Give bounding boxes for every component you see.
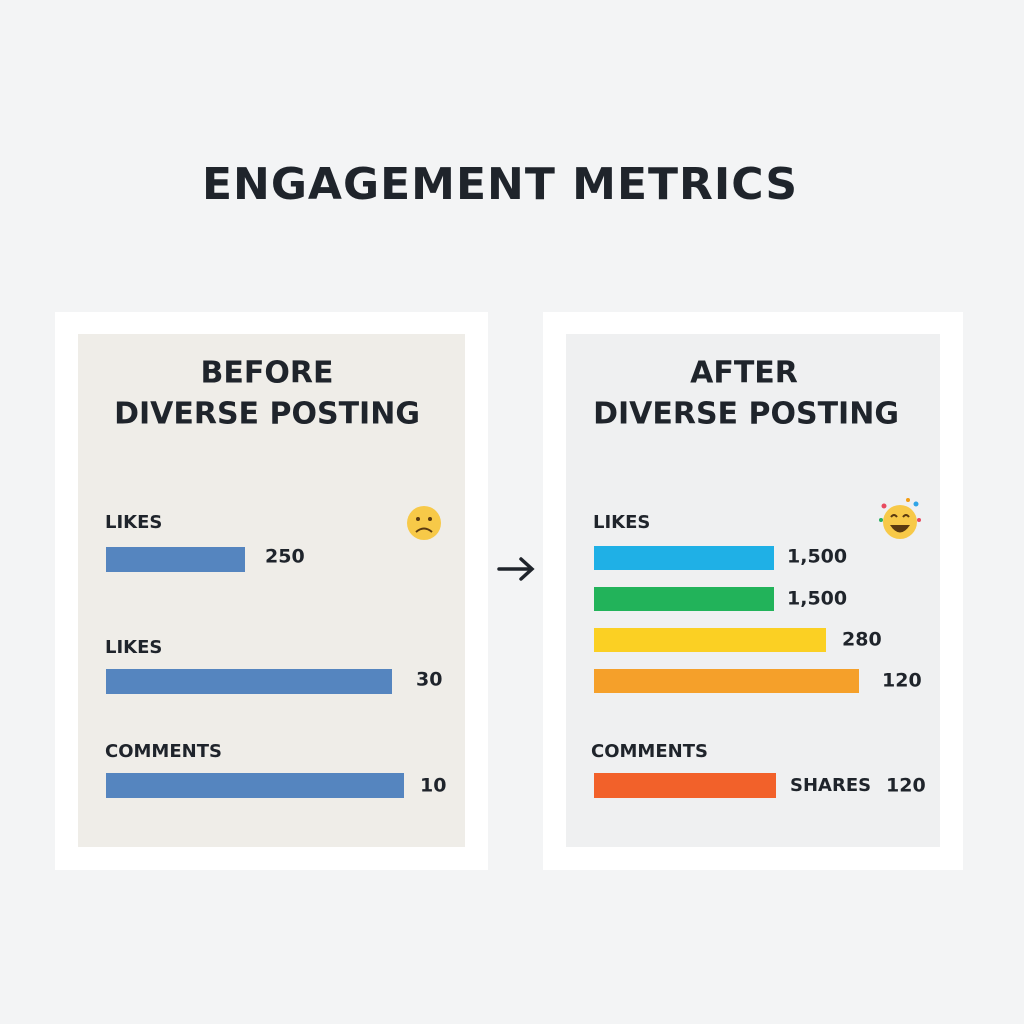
bar xyxy=(106,547,245,572)
metric-value: 1,500 xyxy=(787,546,847,568)
bar xyxy=(594,773,776,798)
arrow xyxy=(497,557,535,581)
bar xyxy=(594,669,859,693)
panel-heading: DIVERSE POSTING xyxy=(593,397,899,432)
metric-value: 250 xyxy=(265,546,305,568)
metric-label: LIKES xyxy=(105,512,162,533)
party-emoji xyxy=(879,498,921,539)
panel-heading: BEFORE xyxy=(201,356,334,391)
metric-label: LIKES xyxy=(593,512,650,533)
metric-label: COMMENTS xyxy=(591,741,708,762)
metric-value: 1,500 xyxy=(787,588,847,610)
metric-value: 30 xyxy=(416,669,442,691)
metric-value: 120 xyxy=(882,670,922,692)
metric-label: SHARES xyxy=(790,775,871,796)
panel-heading: DIVERSE POSTING xyxy=(114,397,420,432)
metric-value: 280 xyxy=(842,629,882,651)
panel xyxy=(78,334,465,847)
bar xyxy=(594,587,774,611)
bar xyxy=(594,546,774,570)
metric-value: 120 xyxy=(886,775,926,797)
bar xyxy=(594,628,826,652)
title: ENGAGEMENT METRICS xyxy=(202,159,798,210)
metric-value: 10 xyxy=(420,775,446,797)
sad-emoji xyxy=(407,506,441,540)
bar xyxy=(106,773,404,798)
metric-label: COMMENTS xyxy=(105,741,222,762)
bar xyxy=(106,669,392,694)
metric-label: LIKES xyxy=(105,637,162,658)
panel-heading: AFTER xyxy=(690,356,798,391)
